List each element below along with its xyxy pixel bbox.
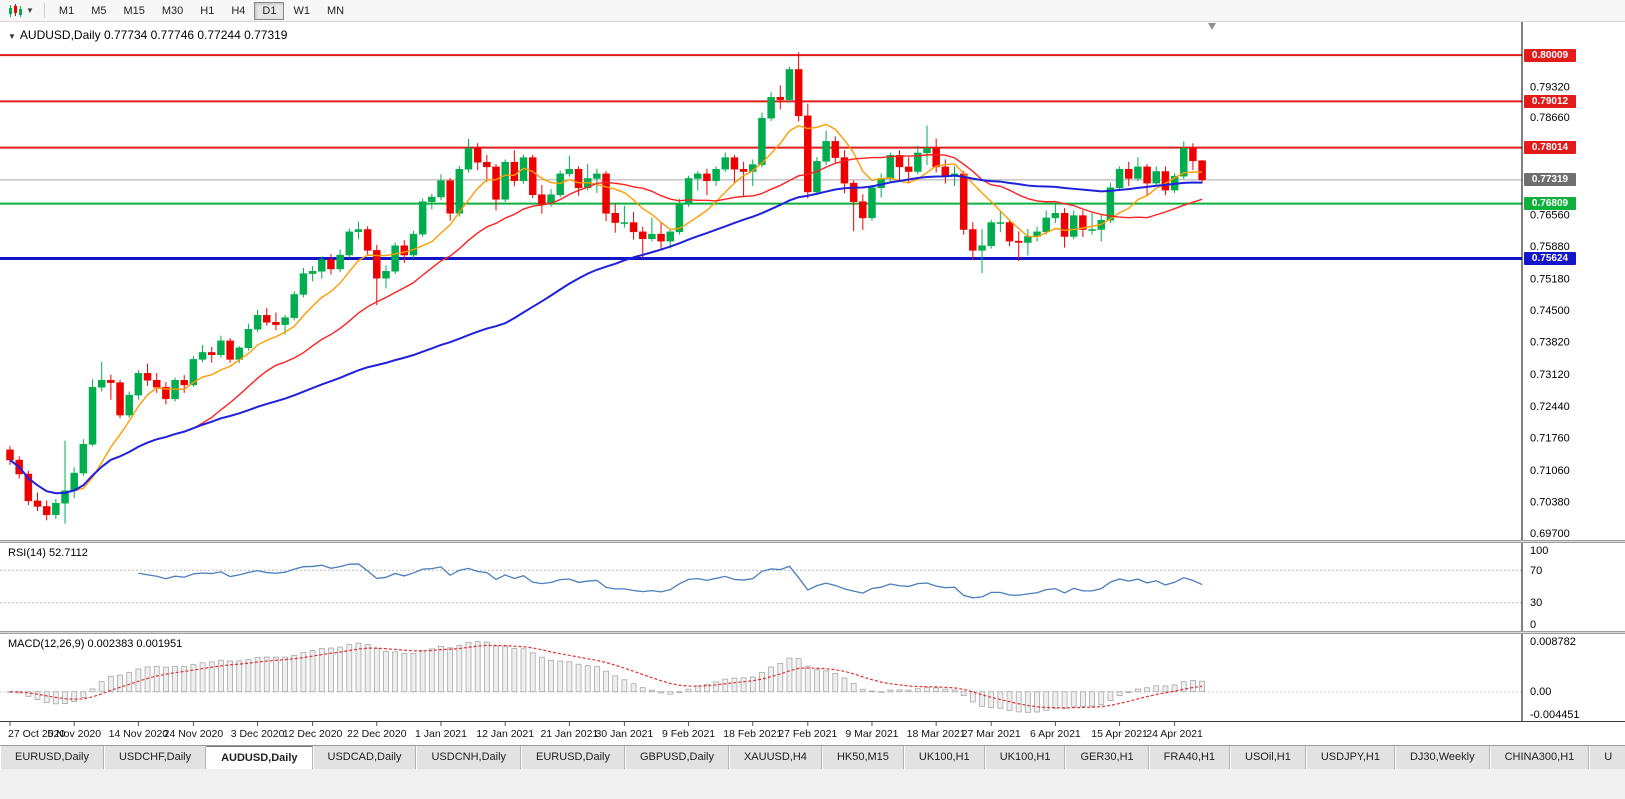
y-axis-label: 0.75880 [1530,241,1570,253]
macd-label: MACD(12,26,9) 0.002383 0.001951 [8,638,183,650]
chart-window-tab[interactable]: USDCHF,Daily [103,746,207,769]
rsi-axis-label: 70 [1530,565,1542,577]
chart-window-tab[interactable]: USDCNH,Daily [416,746,522,769]
x-axis-label: 27 Feb 2021 [778,728,837,740]
x-axis-label: 6 Apr 2021 [1030,728,1081,740]
chart-window-tab[interactable]: EURUSD,Daily [0,746,104,769]
y-axis-label: 0.76560 [1530,210,1570,222]
chart-window-tab[interactable]: FRA40,H1 [1148,746,1231,769]
chart-window-tab[interactable]: CHINA300,H1 [1489,746,1590,769]
timeframe-button-m15[interactable]: M15 [115,2,152,20]
bottom-strip [0,769,1625,799]
time-axis[interactable]: 27 Oct 2020 5 Nov 2020 14 Nov 2020 24 Nov 2… [0,721,1625,745]
y-axis-label: 0.71760 [1530,432,1570,444]
y-axis-label: 0.69700 [1530,528,1570,540]
rsi-label: RSI(14) 52.7112 [8,547,88,559]
x-axis-label: 18 Mar 2021 [907,728,966,740]
panel-splitter[interactable] [0,540,1625,543]
timeframe-button-m30[interactable]: M30 [154,2,191,20]
y-axis-label: 0.71060 [1530,465,1570,477]
chart-symbol-period: AUDUSD,Daily [19,28,101,42]
x-axis-label: 3 Dec 2020 [231,728,285,740]
chart-type-button[interactable]: ▼ [4,2,38,20]
macd-panel[interactable]: 0.008782 0.00 -0.004451 MACD(12,26,9) 0.00… [0,634,1625,721]
chart-window-tab[interactable]: XAUUSD,H4 [728,746,822,769]
chart-window-tab[interactable]: UK100,H1 [903,746,985,769]
title-marker-icon: ▼ [8,32,16,41]
chart-shift-marker-icon [1208,23,1216,30]
chart-window-tab[interactable]: USOil,H1 [1230,746,1306,769]
y-axis-label: 0.70380 [1530,496,1570,508]
candlestick-chart-icon [9,3,22,17]
x-axis-label: 24 Apr 2021 [1146,728,1203,740]
timeframe-button-m1[interactable]: M1 [51,2,82,20]
timeframe-button-w1[interactable]: W1 [285,2,318,20]
chart-window-tab[interactable]: UK100,H1 [984,746,1066,769]
chart-window-tab[interactable]: USDJPY,H1 [1305,746,1395,769]
rsi-panel[interactable]: 100 70 30 0 RSI(14) 52.7112 [0,543,1625,631]
x-axis-label: 9 Feb 2021 [662,728,715,740]
macd-histogram [7,641,1205,713]
rsi-line [138,563,1203,599]
x-axis-label: 12 Dec 2020 [283,728,343,740]
panel-splitter[interactable] [0,631,1625,634]
macd-signal-line [9,644,1203,709]
rsi-axis-label: 30 [1530,597,1542,609]
timeframe-button-m5[interactable]: M5 [83,2,114,20]
y-axis-label: 0.72440 [1530,401,1570,413]
chart-window-tab[interactable]: DJ30,Weekly [1394,746,1490,769]
y-axis-label: 0.73820 [1530,337,1570,349]
chart-ohlc-values: 0.77734 0.77746 0.77244 0.77319 [103,28,288,42]
x-axis-label: 30 Jan 2021 [595,728,653,740]
y-axis-label: 0.75180 [1530,274,1570,286]
chart-window-tab[interactable]: GER30,H1 [1065,746,1149,769]
chart-window-tab[interactable]: EURUSD,Daily [521,746,625,769]
x-axis-label: 27 Oct 2020 [8,728,65,740]
x-axis-label: 9 Mar 2021 [845,728,898,740]
x-axis-label: 18 Feb 2021 [723,728,782,740]
x-axis-label: 24 Nov 2020 [164,728,224,740]
x-axis-label: 27 Mar 2021 [962,728,1021,740]
macd-axis-label: 0.00 [1530,686,1551,698]
x-axis-label: 5 Nov 2020 [47,728,101,740]
timeframe-button-h4[interactable]: H4 [223,2,253,20]
macd-axis-label: -0.004451 [1530,709,1580,721]
toolbar: ▼ M1 M5 M15 M30 H1 H4 D1 W1 MN [0,0,1625,22]
dropdown-caret-icon: ▼ [26,5,34,15]
window-tab-bar: EURUSD,Daily USDCHF,Daily AUDUSD,Daily USDC… [0,745,1625,769]
main-chart-panel[interactable]: 0.79320 0.78660 0.76560 0.75880 0.75180 0.745… [0,22,1625,540]
ma-slow-line [9,174,1203,495]
ma-medium-line [9,153,1203,494]
chart-window-tab[interactable]: HK50,M15 [821,746,904,769]
chart-window-tab[interactable]: AUDUSD,Daily [206,746,313,769]
y-axis-label: 0.73120 [1530,369,1570,381]
x-axis-label: 1 Jan 2021 [415,728,467,740]
timeframe-button-mn[interactable]: MN [319,2,352,20]
y-axis-label: 0.79320 [1530,82,1570,94]
chart-window-tab[interactable]: U [1589,746,1625,769]
x-axis-label: 12 Jan 2021 [476,728,534,740]
timeframe-group: M1 M5 M15 M30 H1 H4 D1 W1 MN [51,1,352,20]
toolbar-separator [43,3,45,18]
y-axis-label: 0.78660 [1530,112,1570,124]
x-axis-label: 15 Apr 2021 [1091,728,1148,740]
chart-window-tab[interactable]: USDCAD,Daily [312,746,417,769]
chart-title: ▼ AUDUSD,Daily 0.77734 0.77746 0.77244 0.… [8,28,287,42]
candlestick-series [6,52,1206,524]
timeframe-button-d1[interactable]: D1 [254,1,285,20]
rsi-axis-label: 0 [1530,619,1536,631]
timeframe-button-h1[interactable]: H1 [192,2,222,20]
x-axis-label: 22 Dec 2020 [347,728,407,740]
x-axis-label: 21 Jan 2021 [540,728,598,740]
y-axis-label: 0.74500 [1530,305,1570,317]
chart-window-tab[interactable]: GBPUSD,Daily [625,746,729,769]
ma-fast-line [9,123,1203,494]
rsi-axis-label: 100 [1530,545,1548,557]
x-axis-label: 14 Nov 2020 [109,728,169,740]
macd-axis-label: 0.008782 [1530,636,1576,648]
